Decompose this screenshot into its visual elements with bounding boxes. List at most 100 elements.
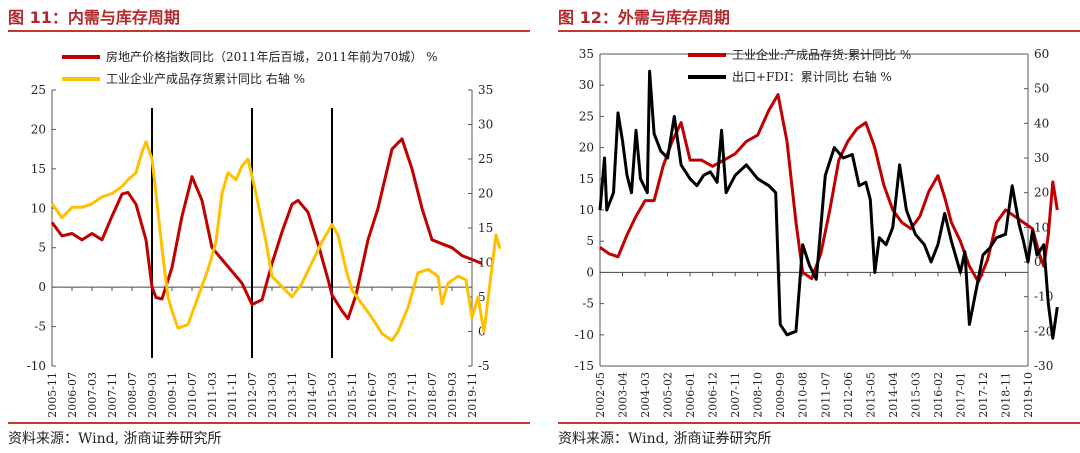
x-tick-label: 2008-07 xyxy=(126,372,139,418)
x-tick-label: 2003-04 xyxy=(617,372,630,418)
y-tick-label: 30 xyxy=(579,78,594,92)
chart-title: 图 12：外需与库存周期 xyxy=(558,8,730,27)
y2-tick-label: 20 xyxy=(1034,186,1049,200)
y2-tick-label: -5 xyxy=(478,359,490,373)
legend-label: 工业企业产成品存货累计同比 右轴 % xyxy=(106,71,305,86)
source-note: 资料来源：Wind, 浙商证券研究所 xyxy=(8,431,222,447)
x-tick-label: 2017-01 xyxy=(954,372,967,418)
y-tick-label: 10 xyxy=(31,201,46,215)
x-tick-label: 2019-10 xyxy=(1022,372,1035,418)
legend-label: 工业企业:产成品存货:累计同比 % xyxy=(732,47,911,62)
y-tick-label: -5 xyxy=(582,297,594,311)
x-tick-label: 2005-02 xyxy=(662,372,675,418)
panel-external: 图 12：外需与库存周期 -15 -10 -5 0 5 10 15 20 25 30 35 -30 -2… xyxy=(550,0,1080,453)
y-tick-label: -10 xyxy=(575,328,594,342)
x-tick-label: 2016-07 xyxy=(366,372,379,418)
x-tick-label: 2002-05 xyxy=(594,372,607,418)
y2-tick-label: 10 xyxy=(478,256,493,270)
x-tick-label: 2007-11 xyxy=(729,372,742,418)
x-tick-label: 2017-12 xyxy=(977,372,990,418)
x-tick-label: 2014-07 xyxy=(306,372,319,418)
y-tick-label: 5 xyxy=(586,234,594,248)
chart-title: 图 11：内需与库存周期 xyxy=(8,8,180,27)
x-tick-label: 2011-11 xyxy=(226,372,239,418)
y2-tick-label: 50 xyxy=(1034,82,1049,96)
y-tick-label: 5 xyxy=(38,241,46,255)
series-line-1 xyxy=(50,137,483,321)
y2-tick-label: 0 xyxy=(1034,255,1042,269)
chart-external: -15 -10 -5 0 5 10 15 20 25 30 35 -30 -20 -10 0 10 20 30 40… xyxy=(575,47,1059,418)
series-line-2 xyxy=(598,69,1059,340)
chart-domestic: -10 -5 0 5 10 15 20 25 -5 0 5 10 15 20 25 30 35 2005-11 20… xyxy=(27,49,502,418)
x-tick-label: 2010-07 xyxy=(186,372,199,418)
x-tick-label: 2019-11 xyxy=(466,372,479,418)
x-tick-label: 2015-03 xyxy=(909,372,922,418)
series-line-1 xyxy=(599,93,1059,284)
x-tick-label: 2007-03 xyxy=(86,372,99,418)
x-tick-label: 2012-06 xyxy=(842,372,855,418)
y2-tick-label: 5 xyxy=(478,290,486,304)
x-tick-label: 2019-03 xyxy=(446,372,459,418)
y2-tick-label: 35 xyxy=(478,83,493,97)
x-tick-label: 2013-05 xyxy=(864,372,877,418)
x-tick-label: 2010-08 xyxy=(797,372,810,418)
y-tick-label: 25 xyxy=(31,83,46,97)
y2-tick-label: -20 xyxy=(1034,324,1053,338)
y2-tick-label: 40 xyxy=(1034,116,1049,130)
y-tick-label: -5 xyxy=(34,320,46,334)
x-tick-label: 2004-03 xyxy=(639,372,652,418)
x-tick-label: 2009-03 xyxy=(146,372,159,418)
source-note: 资料来源：Wind, 浙商证券研究所 xyxy=(558,431,772,447)
y2-tick-label: 60 xyxy=(1034,47,1049,61)
x-tick-label: 2006-01 xyxy=(684,372,697,418)
y2-tick-label: 15 xyxy=(478,221,493,235)
x-tick-label: 2018-11 xyxy=(999,372,1012,418)
y2-tick-label: 10 xyxy=(1034,220,1049,234)
x-tick-label: 2014-04 xyxy=(887,372,900,418)
y2-tick-label: 20 xyxy=(478,187,493,201)
y-tick-label: 15 xyxy=(31,162,46,176)
y2-tick-label: 25 xyxy=(478,152,493,166)
y-tick-label: -10 xyxy=(27,359,46,373)
y-tick-label: 10 xyxy=(579,203,594,217)
x-tick-label: 2015-11 xyxy=(346,372,359,418)
source-rule xyxy=(558,422,1080,424)
x-tick-label: 2007-11 xyxy=(106,372,119,418)
x-tick-label: 2012-07 xyxy=(246,372,259,418)
x-tick-label: 2008-10 xyxy=(752,372,765,418)
series-line-2 xyxy=(50,140,502,342)
y-tick-label: 20 xyxy=(31,122,46,136)
title-rule xyxy=(8,30,530,32)
x-tick-label: 2011-07 xyxy=(819,372,832,418)
x-tick-label: 2005-11 xyxy=(46,372,59,418)
x-tick-label: 2017-03 xyxy=(386,372,399,418)
y2-tick-label: 30 xyxy=(478,118,493,132)
x-tick-label: 2017-11 xyxy=(406,372,419,418)
x-tick-label: 2015-03 xyxy=(326,372,339,418)
x-tick-label: 2006-12 xyxy=(707,372,720,418)
x-tick-label: 2013-11 xyxy=(286,372,299,418)
y2-tick-label: 30 xyxy=(1034,151,1049,165)
y-tick-label: -15 xyxy=(575,359,594,373)
source-rule xyxy=(8,422,530,424)
x-tick-label: 2011-03 xyxy=(206,372,219,418)
title-rule xyxy=(558,30,1080,32)
y2-tick-label: -30 xyxy=(1034,359,1053,373)
panel-domestic: 图 11：内需与库存周期 -10 -5 0 5 10 15 20 25 -5 0 5 10 15 20 25… xyxy=(0,0,530,453)
x-tick-label: 2009-09 xyxy=(774,372,787,418)
x-tick-label: 2018-07 xyxy=(426,372,439,418)
x-tick-label: 2006-07 xyxy=(66,372,79,418)
legend-label: 房地产价格指数同比（2011年后百城，2011年前为70城） % xyxy=(106,49,438,64)
x-tick-label: 2013-03 xyxy=(266,372,279,418)
y-tick-label: 0 xyxy=(586,265,594,279)
y-tick-label: 25 xyxy=(579,109,594,123)
y2-tick-label: -10 xyxy=(1034,290,1053,304)
y-tick-label: 35 xyxy=(579,47,594,61)
y-tick-label: 0 xyxy=(38,280,46,294)
y-tick-label: 15 xyxy=(579,172,594,186)
x-tick-label: 2016-02 xyxy=(932,372,945,418)
legend-label: 出口+FDI：累计同比 右轴 % xyxy=(732,69,892,84)
y2-tick-label: 0 xyxy=(478,325,486,339)
x-tick-label: 2009-11 xyxy=(166,372,179,418)
y-tick-label: 20 xyxy=(579,141,594,155)
